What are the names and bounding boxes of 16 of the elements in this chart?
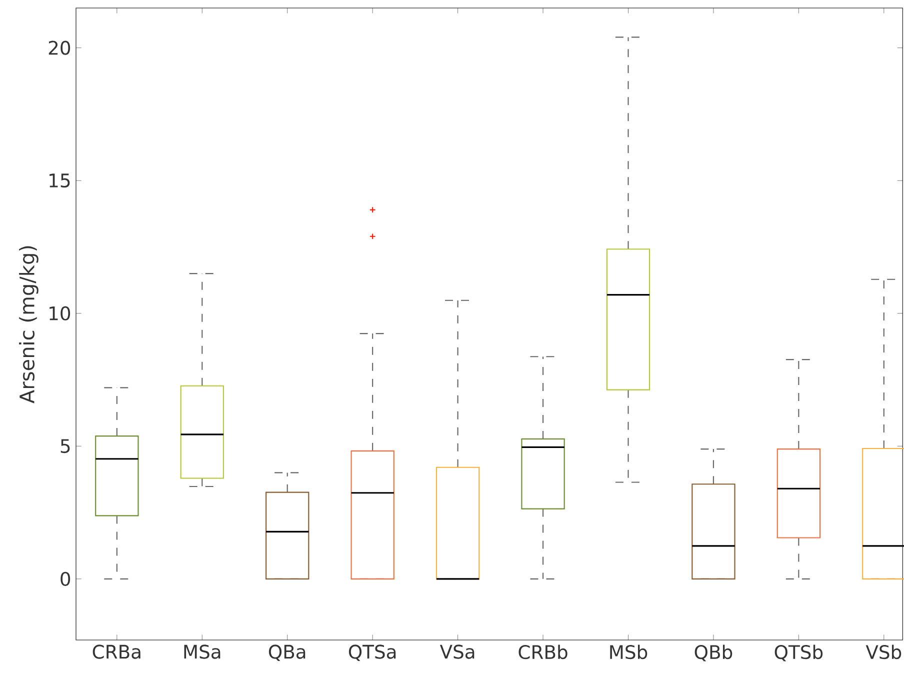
y-tick-label: 5 bbox=[60, 439, 70, 454]
y-axis-title: Arsenic (mg/kg) bbox=[19, 246, 38, 404]
x-tick-label: QTSa bbox=[348, 644, 396, 661]
x-tick-label: MSb bbox=[610, 644, 648, 660]
x-tick-label: MSa bbox=[184, 644, 220, 659]
x-tick-label: VSa bbox=[440, 644, 474, 659]
x-tick-label: QBb bbox=[694, 644, 732, 662]
y-tick-label: 0 bbox=[60, 572, 70, 586]
y-tick-label: 20 bbox=[48, 40, 70, 55]
x-tick-label: CRBa bbox=[92, 644, 140, 659]
x-tick-label: CRBb bbox=[518, 644, 568, 660]
x-tick-label: VSb bbox=[866, 644, 902, 660]
x-tick-label: QTSb bbox=[774, 644, 823, 662]
y-tick-label: 10 bbox=[50, 306, 70, 320]
y-tick-label: 15 bbox=[50, 174, 70, 188]
x-tick-label: QBa bbox=[268, 644, 306, 661]
